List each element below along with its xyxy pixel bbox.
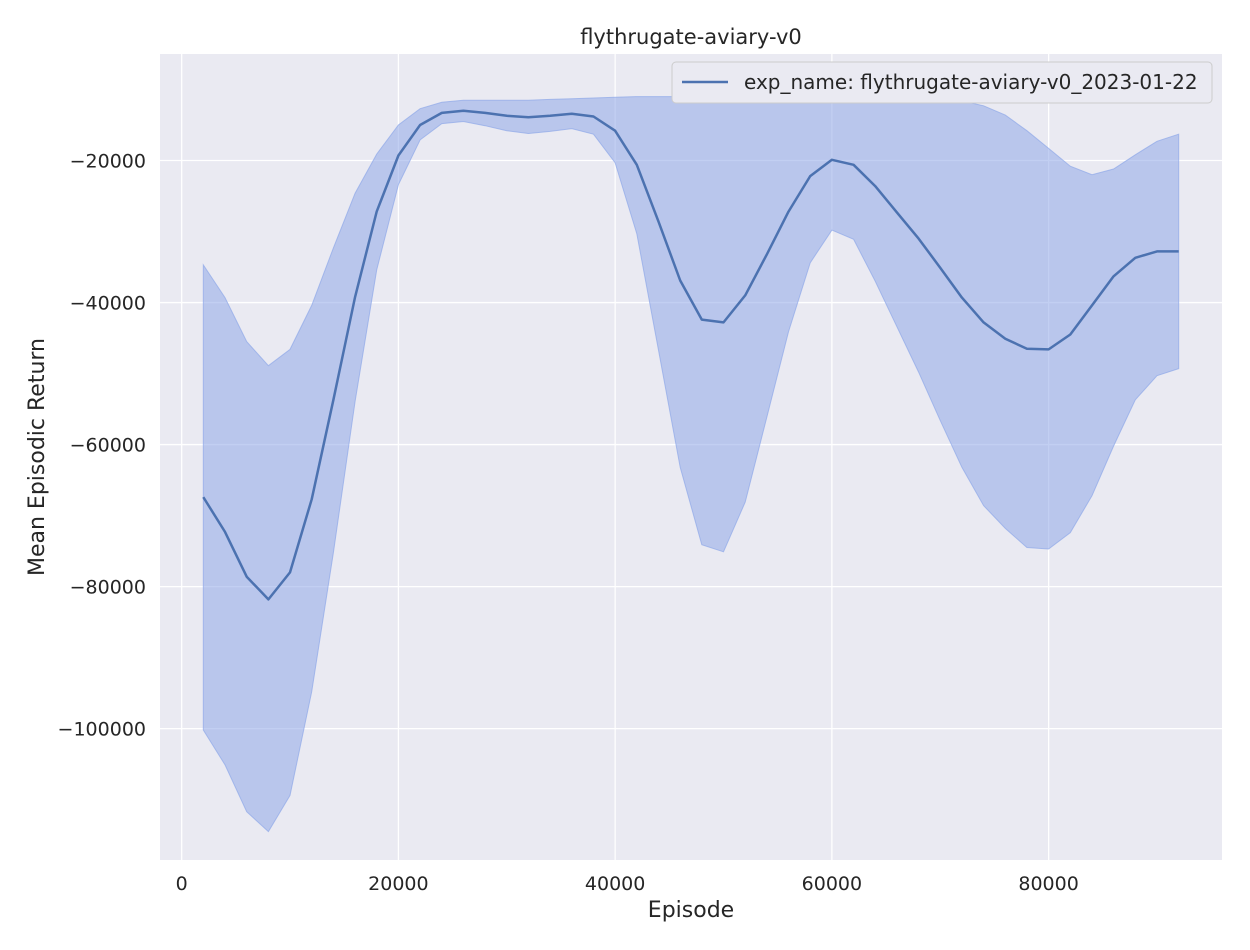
y-tick-label: −100000 xyxy=(58,719,146,741)
y-tick-label: −80000 xyxy=(70,577,146,599)
x-tick-labels: 0 20000 40000 60000 80000 xyxy=(176,873,1079,895)
legend: exp_name: flythrugate-aviary-v0_2023-01-… xyxy=(671,61,1213,104)
x-tick-label: 0 xyxy=(176,873,188,895)
x-tick-label: 40000 xyxy=(585,873,645,895)
legend-series-label: exp_name: flythrugate-aviary-v0_2023-01-… xyxy=(744,70,1198,94)
series-line-layer xyxy=(202,109,1179,601)
y-tick-label: −20000 xyxy=(70,151,146,173)
series-line xyxy=(202,109,1179,601)
y-tick-labels: −20000 −40000 −60000 −80000 −100000 xyxy=(58,151,146,741)
y-tick-label: −60000 xyxy=(70,435,146,457)
x-tick-label: 60000 xyxy=(802,873,862,895)
x-axis-label: Episode xyxy=(648,898,734,923)
chart-title: flythrugate-aviary-v0 xyxy=(580,25,802,49)
x-tick-label: 20000 xyxy=(368,873,428,895)
confidence-band xyxy=(202,95,1180,833)
y-tick-label: −40000 xyxy=(70,293,146,315)
y-axis-label: Mean Episodic Return xyxy=(25,338,50,576)
x-tick-label: 80000 xyxy=(1018,873,1078,895)
legend-box xyxy=(671,61,1213,104)
confidence-band-layer xyxy=(202,95,1180,833)
